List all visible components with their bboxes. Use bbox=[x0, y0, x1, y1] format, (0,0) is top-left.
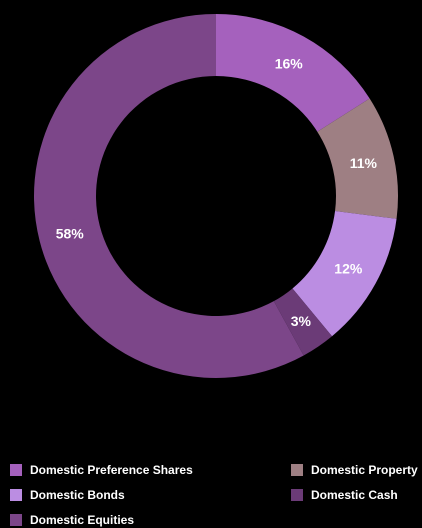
donut-slice-domestic-property bbox=[317, 98, 399, 219]
legend-swatch bbox=[10, 464, 22, 476]
legend-label: Domestic Property bbox=[311, 463, 418, 477]
legend-item-domestic-bonds: Domestic Bonds bbox=[10, 487, 125, 503]
legend-item-domestic-property: Domestic Property bbox=[291, 462, 418, 478]
legend-item-domestic-cash: Domestic Cash bbox=[291, 487, 398, 503]
legend-label: Domestic Cash bbox=[311, 488, 398, 502]
legend-label: Domestic Bonds bbox=[30, 488, 125, 502]
donut-slice-domestic-bonds bbox=[292, 211, 397, 337]
legend-swatch bbox=[291, 489, 303, 501]
legend-item-domestic-preference-shares: Domestic Preference Shares bbox=[10, 462, 193, 478]
donut-chart: 16% 11% 12% 3% 58% bbox=[34, 14, 399, 378]
slice-label: 16% bbox=[275, 56, 304, 72]
legend-label: Domestic Preference Shares bbox=[30, 463, 193, 477]
legend-swatch bbox=[10, 514, 22, 526]
legend-swatch bbox=[10, 489, 22, 501]
slice-label: 58% bbox=[56, 226, 85, 242]
donut-slice-domestic-preference-shares bbox=[216, 14, 370, 132]
donut-slice-domestic-equities bbox=[34, 14, 304, 378]
slice-label: 12% bbox=[334, 261, 363, 277]
slice-label: 11% bbox=[350, 155, 378, 171]
slice-label: 3% bbox=[291, 313, 312, 329]
legend-label: Domestic Equities bbox=[30, 513, 135, 527]
legend-swatch bbox=[291, 464, 303, 476]
legend-item-domestic-equities: Domestic Equities bbox=[10, 512, 134, 528]
donut-slice-domestic-cash bbox=[273, 288, 333, 356]
